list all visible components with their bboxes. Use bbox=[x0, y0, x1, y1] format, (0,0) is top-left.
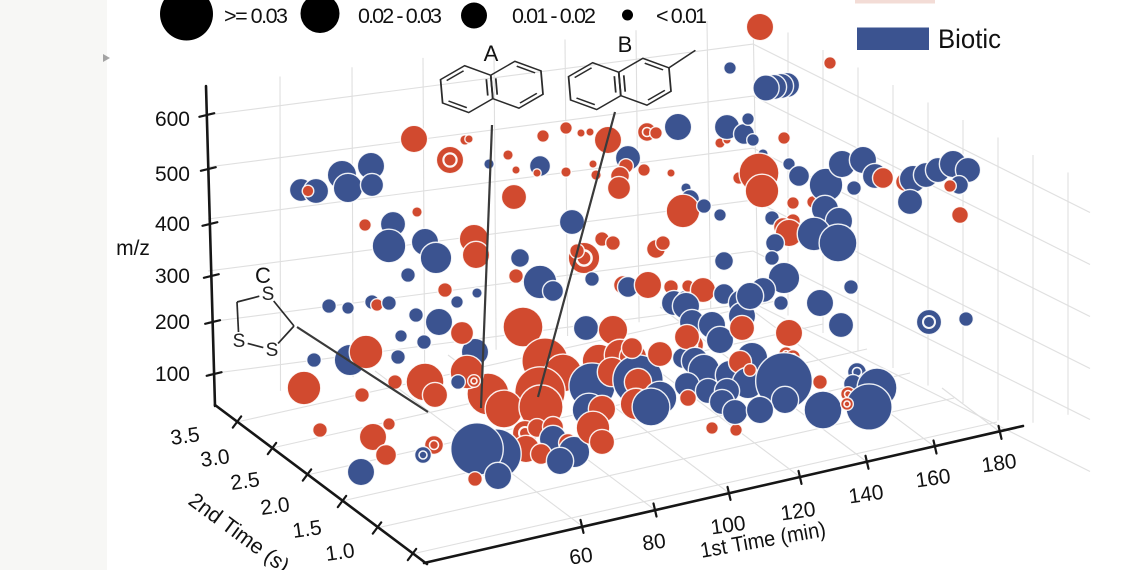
svg-text:0.01 - 0.02: 0.01 - 0.02 bbox=[512, 4, 596, 28]
svg-text:< 0.01: < 0.01 bbox=[656, 4, 707, 28]
svg-text:600: 600 bbox=[155, 108, 190, 131]
svg-text:m/z: m/z bbox=[116, 237, 150, 260]
svg-text:S: S bbox=[266, 340, 279, 361]
svg-text:3.5: 3.5 bbox=[169, 423, 201, 450]
svg-text:>= 0.03: >= 0.03 bbox=[224, 4, 288, 28]
svg-text:3.0: 3.0 bbox=[199, 445, 231, 472]
svg-text:2.0: 2.0 bbox=[259, 493, 291, 520]
svg-text:200: 200 bbox=[155, 311, 190, 334]
svg-text:B: B bbox=[618, 32, 633, 57]
svg-text:S: S bbox=[262, 284, 275, 305]
svg-text:0.02 - 0.03: 0.02 - 0.03 bbox=[358, 4, 442, 28]
svg-text:400: 400 bbox=[155, 213, 190, 236]
svg-text:C: C bbox=[255, 263, 271, 288]
svg-text:60: 60 bbox=[568, 544, 594, 570]
svg-text:140: 140 bbox=[847, 481, 885, 509]
svg-text:2.5: 2.5 bbox=[229, 468, 261, 495]
svg-text:160: 160 bbox=[914, 465, 952, 493]
svg-text:100: 100 bbox=[709, 512, 747, 540]
svg-text:180: 180 bbox=[980, 450, 1018, 478]
svg-text:S: S bbox=[233, 331, 246, 352]
svg-text:100: 100 bbox=[155, 363, 190, 386]
svg-text:300: 300 bbox=[155, 265, 190, 288]
svg-text:500: 500 bbox=[155, 163, 190, 186]
svg-text:80: 80 bbox=[641, 530, 667, 556]
svg-text:120: 120 bbox=[779, 498, 817, 526]
svg-text:Biotic: Biotic bbox=[938, 24, 1001, 54]
svg-text:A: A bbox=[484, 41, 499, 66]
svg-text:1.5: 1.5 bbox=[291, 516, 323, 543]
svg-text:1.0: 1.0 bbox=[324, 539, 356, 566]
